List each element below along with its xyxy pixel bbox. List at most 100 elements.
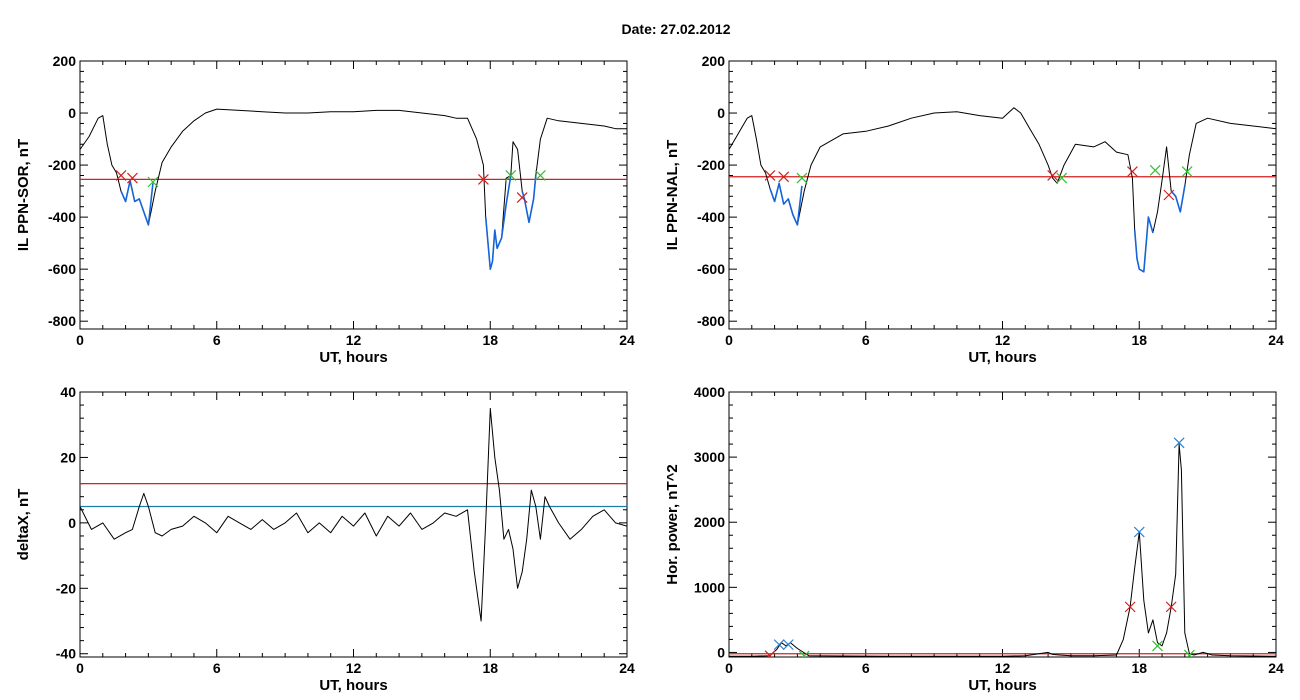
x-tick-label: 6 <box>213 332 221 348</box>
x-tick-label: 6 <box>862 660 870 676</box>
cross-marker <box>1047 170 1059 181</box>
y-tick-label: 0 <box>68 105 76 121</box>
cross-marker <box>1126 166 1138 178</box>
cross-marker <box>1165 601 1177 613</box>
y-tick-label: 2000 <box>694 514 725 530</box>
x-tick-label: 12 <box>995 332 1011 348</box>
y-tick-label: -20 <box>56 580 76 596</box>
x-tick-label: 0 <box>76 332 84 348</box>
x-tick-label: 18 <box>482 332 498 348</box>
y-tick-label: -800 <box>697 313 725 329</box>
y-axis-label: Hor. power, nT^2 <box>664 464 681 584</box>
y-tick-label: -400 <box>697 209 725 225</box>
x-tick-label: 18 <box>482 660 498 676</box>
x-tick-label: 12 <box>346 332 362 348</box>
cross-marker <box>1181 166 1193 178</box>
x-tick-label: 24 <box>619 332 635 348</box>
y-axis-label: deltaX, nT <box>15 489 32 561</box>
x-axis-label: UT, hours <box>968 677 1036 694</box>
x-axis-label: UT, hours <box>968 349 1036 366</box>
y-axis-label: IL PPN-NAL, nT <box>664 140 681 251</box>
plot-frame <box>728 391 1277 658</box>
cross-marker <box>505 170 517 181</box>
y-tick-label: 1000 <box>694 579 725 595</box>
y-tick-label: -200 <box>697 157 725 173</box>
y-tick-label: -800 <box>48 313 76 329</box>
x-tick-label: 12 <box>346 660 362 676</box>
cross-marker <box>534 170 546 181</box>
cross-marker <box>796 172 808 184</box>
cross-marker <box>1133 526 1145 538</box>
cross-marker <box>1149 164 1161 176</box>
y-tick-label: -600 <box>697 261 725 277</box>
cross-marker <box>477 173 489 185</box>
y-tick-label: 0 <box>717 644 725 660</box>
x-tick-label: 6 <box>862 332 870 348</box>
cross-marker <box>1163 189 1175 201</box>
signal-trace <box>729 443 1276 657</box>
cross-marker <box>798 650 810 657</box>
y-tick-label: 20 <box>60 449 76 465</box>
cross-marker <box>1056 172 1068 184</box>
x-axis-label: UT, hours <box>319 349 387 366</box>
panel-sor: 0 6 12 18 24 -800 -600 -400 -200 0 200 UT, hours IL … <box>15 53 635 366</box>
plot-frame <box>79 391 628 658</box>
cross-marker <box>778 171 790 183</box>
disturbed-segment <box>1170 185 1186 213</box>
cross-marker <box>1183 649 1195 657</box>
y-tick-label: 200 <box>53 53 77 69</box>
plot-area <box>729 107 1276 273</box>
suptitle: Date: 27.02.2012 <box>622 21 731 37</box>
cross-marker <box>773 639 785 651</box>
cross-marker <box>764 650 776 657</box>
disturbed-segment <box>120 179 154 226</box>
disturbed-segment <box>769 182 803 226</box>
cross-marker <box>516 192 528 204</box>
cross-marker <box>126 172 138 184</box>
x-tick-label: 24 <box>619 660 635 676</box>
x-tick-label: 24 <box>1268 332 1284 348</box>
panel-deltax: 0 6 12 18 24 -40 -20 0 20 40 UT, hours deltaX, nT <box>15 384 635 694</box>
plot-area <box>80 407 627 622</box>
y-tick-label: 40 <box>60 384 76 400</box>
plot-frame <box>728 60 1277 330</box>
x-tick-label: 12 <box>995 660 1011 676</box>
panel-nal: 0 6 12 18 24 -800 -600 -400 -200 0 200 UT, hours IL … <box>664 53 1284 366</box>
cross-marker <box>1124 601 1136 613</box>
y-tick-label: 3000 <box>694 449 725 465</box>
cross-marker <box>764 170 776 181</box>
x-tick-label: 24 <box>1268 660 1284 676</box>
y-tick-label: -600 <box>48 261 76 277</box>
cross-marker <box>1173 437 1185 449</box>
y-tick-label: -40 <box>56 646 76 662</box>
signal-trace <box>80 108 627 270</box>
y-tick-label: -200 <box>48 157 76 173</box>
y-tick-label: 0 <box>717 105 725 121</box>
disturbed-segment <box>484 175 512 271</box>
y-axis-label: IL PPN-SOR, nT <box>15 139 32 251</box>
cross-marker <box>782 639 794 651</box>
signal-trace <box>729 107 1276 273</box>
x-tick-label: 18 <box>1131 660 1147 676</box>
x-tick-label: 0 <box>76 660 84 676</box>
x-axis-label: UT, hours <box>319 677 387 694</box>
y-tick-label: 0 <box>68 515 76 531</box>
x-tick-label: 0 <box>725 660 733 676</box>
y-tick-label: 200 <box>702 53 726 69</box>
y-tick-label: 4000 <box>694 384 725 400</box>
x-tick-label: 0 <box>725 332 733 348</box>
cross-marker <box>115 170 127 181</box>
panel-power: 0 6 12 18 24 0 1000 2000 3000 4000 UT, hours Hor. p… <box>664 384 1284 694</box>
cross-marker <box>1152 640 1163 652</box>
x-tick-label: 6 <box>213 660 221 676</box>
plot-area <box>80 108 627 271</box>
plot-area <box>729 437 1276 657</box>
y-tick-label: -400 <box>48 209 76 225</box>
disturbed-segment <box>1133 216 1154 273</box>
x-tick-label: 18 <box>1131 332 1147 348</box>
signal-trace <box>80 407 627 622</box>
cross-marker <box>147 176 159 188</box>
plot-frame <box>79 60 628 330</box>
